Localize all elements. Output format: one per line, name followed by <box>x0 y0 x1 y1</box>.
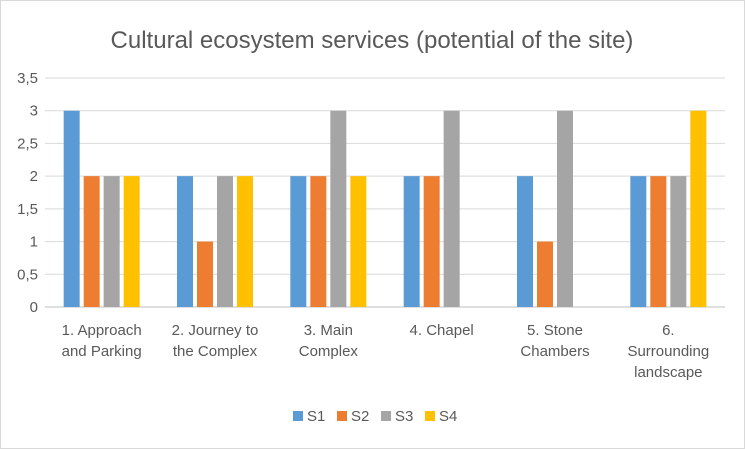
category-label: 4. Chapel <box>410 322 474 339</box>
bars <box>63 110 707 307</box>
bar-s4-6 <box>690 110 707 307</box>
bar-s4-3 <box>350 176 367 307</box>
legend-label-s1: S1 <box>307 408 325 425</box>
bar-s3-4 <box>443 110 460 307</box>
bar-s3-2 <box>217 176 233 307</box>
bar-s1-4 <box>403 176 420 307</box>
bar-s4-1 <box>123 176 140 307</box>
bar-s2-6 <box>650 176 667 307</box>
bar-s1-3 <box>290 176 307 307</box>
legend-swatch-s4 <box>425 411 435 421</box>
bar-s1-5 <box>517 176 533 307</box>
category-labels: 1. Approach and Parking 2. Journey to the C… <box>62 322 710 381</box>
gridlines <box>45 77 725 308</box>
bar-s2-3 <box>310 176 327 307</box>
bar-s1-6 <box>630 176 647 307</box>
legend-swatch-s3 <box>381 411 391 421</box>
bar-s1-2 <box>177 176 193 307</box>
category-label: 5. Stone Chambers <box>520 322 589 360</box>
bar-s3-3 <box>330 110 347 307</box>
legend-swatch-s2 <box>337 411 347 421</box>
y-tick-label: 2,5 <box>17 135 38 152</box>
chart-title: Cultural ecosystem services (potential o… <box>111 27 634 54</box>
legend-swatch-s1 <box>293 411 303 421</box>
category-label: 1. Approach and Parking <box>62 322 142 360</box>
category-label: 2. Journey to the Complex <box>172 322 259 360</box>
y-tick-label: 3 <box>30 103 38 120</box>
legend: S1 S2 S3 S4 <box>293 408 457 425</box>
bar-s2-2 <box>197 241 213 307</box>
bar-s1-1 <box>63 110 80 307</box>
bar-s3-1 <box>103 176 120 307</box>
legend-label-s4: S4 <box>439 408 457 425</box>
bar-s2-5 <box>537 241 553 307</box>
y-tick-label: 1,5 <box>17 201 38 218</box>
bar-s4-2 <box>237 176 253 307</box>
y-tick-label: 3,5 <box>17 70 38 87</box>
bar-s3-5 <box>557 110 573 307</box>
category-label: 3. Main Complex <box>299 322 359 360</box>
y-tick-label: 2 <box>30 168 38 185</box>
bar-s2-4 <box>423 176 440 307</box>
category-label: 6. Surrounding landscape <box>627 322 709 381</box>
y-tick-label: 1 <box>30 234 38 251</box>
bar-s3-6 <box>670 176 687 307</box>
bar-s2-1 <box>83 176 100 307</box>
legend-label-s3: S3 <box>395 408 413 425</box>
legend-label-s2: S2 <box>351 408 369 425</box>
y-axis-ticks: 0 0,5 1 1,5 2 2,5 3 3,5 <box>17 70 38 316</box>
y-tick-label: 0,5 <box>17 266 38 283</box>
y-tick-label: 0 <box>30 299 38 316</box>
